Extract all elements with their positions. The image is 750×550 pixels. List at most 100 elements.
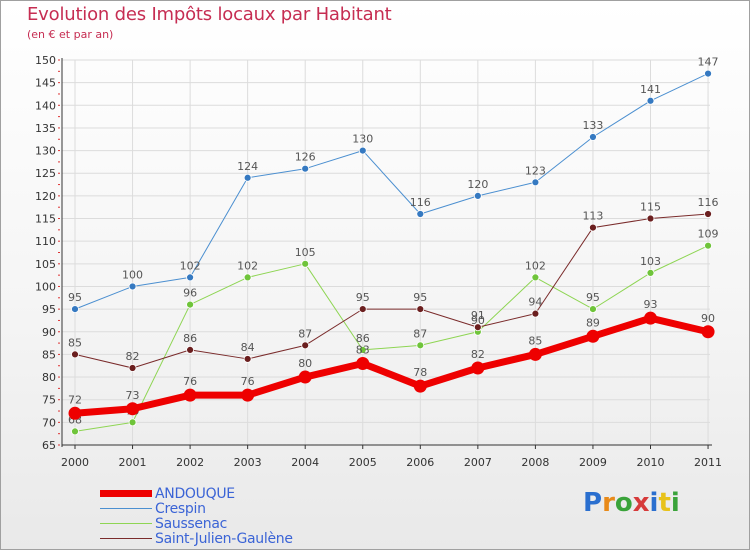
data-point — [528, 347, 542, 361]
x-tick-label: 2010 — [637, 456, 665, 469]
x-tick-label: 2005 — [349, 456, 377, 469]
data-point — [186, 345, 195, 354]
data-label: 147 — [698, 56, 719, 69]
data-label: 93 — [644, 298, 658, 311]
data-label: 96 — [183, 287, 197, 300]
data-label: 86 — [356, 332, 370, 345]
data-point — [704, 241, 712, 250]
legend-item-saint-julien-gaulene: Saint-Julien-Gaulène — [100, 530, 293, 547]
data-label: 95 — [356, 291, 370, 304]
data-point — [301, 164, 310, 173]
logo-letter: x — [632, 488, 650, 518]
data-label: 90 — [471, 314, 485, 327]
series-line-saussenac — [74, 245, 709, 432]
data-point — [589, 223, 597, 232]
data-point — [301, 259, 310, 268]
x-tick-label: 2011 — [694, 456, 722, 469]
x-tick-label: 2007 — [464, 456, 492, 469]
logo-letter: P — [583, 488, 603, 518]
legend-swatch — [100, 523, 152, 524]
legend-item-andouque: ANDOUQUE — [100, 485, 235, 502]
data-point — [128, 282, 137, 291]
data-point — [301, 341, 310, 350]
x-tick-label: 2001 — [119, 456, 147, 469]
data-point — [71, 350, 79, 359]
data-label: 102 — [237, 259, 258, 272]
logo-letter: r — [602, 488, 615, 518]
data-label: 95 — [413, 291, 427, 304]
x-tick-label: 2003 — [234, 456, 262, 469]
legend-label: ANDOUQUE — [155, 485, 235, 502]
data-point — [243, 355, 252, 363]
y-tick-label: 145 — [35, 77, 56, 90]
data-point — [183, 388, 197, 402]
data-point — [644, 311, 657, 325]
data-label: 76 — [183, 375, 197, 388]
data-label: 85 — [528, 334, 542, 347]
data-point — [186, 300, 195, 309]
data-point — [358, 305, 367, 314]
data-label: 82 — [126, 350, 140, 363]
data-point — [473, 191, 482, 200]
data-point — [241, 388, 255, 402]
chart-title: Evolution des Impôts locaux par Habitant — [27, 4, 392, 25]
data-label: 84 — [241, 341, 255, 354]
data-point — [646, 214, 655, 223]
y-tick-label: 140 — [35, 99, 56, 112]
data-point — [128, 418, 137, 427]
y-tick-label: 110 — [35, 235, 56, 248]
data-label: 78 — [413, 366, 427, 379]
logo-letter: i — [649, 488, 659, 518]
logo-letter: o — [614, 488, 633, 518]
data-point — [358, 345, 367, 354]
data-point — [416, 341, 425, 350]
data-label: 109 — [698, 228, 719, 241]
data-point — [646, 96, 655, 105]
data-label: 116 — [698, 196, 719, 209]
data-point — [473, 323, 482, 332]
x-tick-label: 2000 — [61, 456, 89, 469]
data-label: 83 — [356, 343, 370, 356]
x-tick-label: 2004 — [291, 456, 319, 469]
y-tick-label: 120 — [35, 190, 56, 203]
legend-label: Saint-Julien-Gaulène — [155, 530, 293, 547]
data-label: 124 — [237, 160, 258, 173]
data-point — [128, 364, 137, 372]
data-point — [243, 173, 252, 182]
data-label: 95 — [68, 291, 82, 304]
data-point — [358, 146, 367, 155]
data-point — [71, 427, 79, 436]
data-label: 90 — [701, 312, 715, 325]
x-tick-label: 2009 — [579, 456, 607, 469]
data-label: 100 — [122, 268, 143, 281]
data-label: 87 — [413, 327, 427, 340]
y-tick-label: 95 — [42, 303, 56, 316]
data-point — [416, 305, 425, 314]
data-label: 102 — [180, 259, 201, 272]
series-line-saint-julien-gaul-ne — [74, 213, 709, 369]
data-label: 133 — [582, 119, 603, 132]
proxiti-logo: Proxiti — [583, 488, 680, 518]
data-point — [71, 305, 79, 314]
y-tick-label: 85 — [42, 348, 56, 361]
y-tick-label: 75 — [42, 394, 56, 407]
legend-swatch — [100, 538, 152, 539]
data-label: 94 — [528, 296, 542, 309]
data-label: 80 — [298, 357, 312, 370]
legend-swatch — [100, 508, 152, 509]
data-point — [68, 406, 82, 420]
data-point — [243, 273, 252, 282]
data-point — [589, 305, 597, 314]
data-label: 87 — [298, 327, 312, 340]
data-label: 86 — [183, 332, 197, 345]
series-line-crespin — [74, 73, 709, 310]
data-label: 116 — [410, 196, 431, 209]
data-label: 120 — [467, 178, 488, 191]
data-point — [531, 273, 540, 282]
data-point — [586, 329, 600, 343]
legend-swatch — [100, 490, 152, 497]
data-label: 113 — [582, 210, 603, 223]
data-label: 102 — [525, 259, 546, 272]
chart-subtitle: (en € et par an) — [27, 28, 114, 41]
